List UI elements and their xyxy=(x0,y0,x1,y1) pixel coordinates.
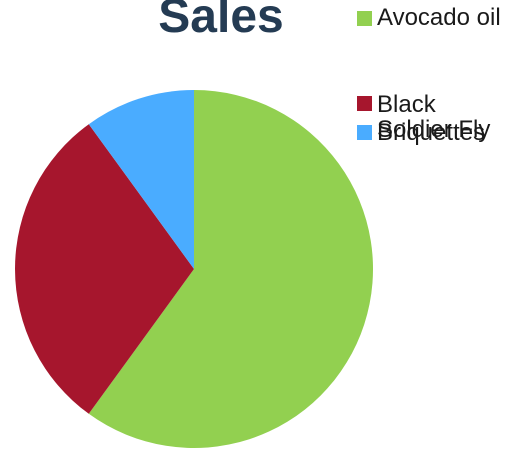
chart-title: Sales xyxy=(158,0,284,43)
legend-label-avocado-oil: Avocado oil xyxy=(377,4,501,31)
pie-slice-black-soldier-fly xyxy=(15,124,195,414)
legend-swatch-black-soldier-fly xyxy=(357,96,372,111)
legend-swatch-briquettes xyxy=(357,125,372,140)
pie-slice-avocado-oil xyxy=(88,90,374,449)
legend-label-briquettes: Briquettes xyxy=(377,119,486,146)
legend-swatch-avocado-oil xyxy=(357,11,372,26)
legend-label-black-soldier-fly: Black Soldier Fly xyxy=(377,91,491,143)
pie-slice-briquettes xyxy=(88,90,194,269)
